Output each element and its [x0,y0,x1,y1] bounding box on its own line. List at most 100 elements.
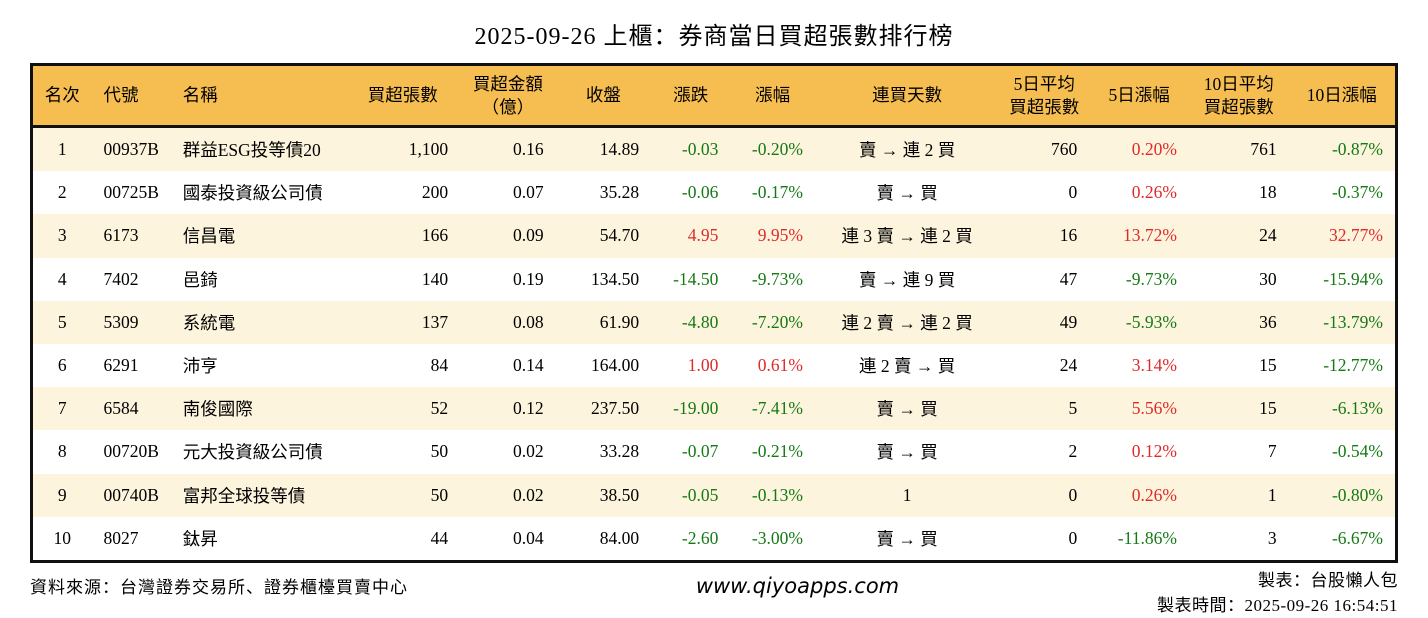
cell-net_amount: 0.16 [513,139,544,160]
table-row: 10 8027 鈦昇 44 0.04 84.00 -2.60 -3.00% 賣 → 買 0 -11.… [31,516,1397,562]
credit-block: 製表：台股懶人包 製表時間：2025-09-26 16:54:51 [1157,569,1398,618]
cell-pct10: -0.54% [1331,441,1383,462]
cell-code: 6584 [103,398,139,419]
cell-net_buy: 140 [421,268,449,289]
cell-change: -14.50 [673,268,719,289]
table-row: 8 00720B 元大投資級公司債 50 0.02 33.28 -0.07 -0.21% 賣 →… [31,430,1397,474]
header-row: 名次 代號 名稱 買超張數 買超金額 （億） 收盤 漲跌 漲幅 連買天數 5日平均 買超張數 5日漲… [31,64,1397,128]
cell-change_pct: 0.61% [757,355,803,376]
cell-pct10: -0.87% [1331,139,1383,160]
column-header-change: 漲跌 [651,64,731,128]
cell-avg10: 15 [1259,355,1277,376]
report-page: 2025-09-26 上櫃：券商當日買超張數排行榜 名次 代號 名稱 買超張數 買超金額… [30,0,1398,618]
cell-close: 134.50 [591,268,640,289]
cell-net_buy: 137 [421,311,449,332]
cell-rank: 4 [57,268,67,289]
cell-rank: 2 [57,182,67,203]
cell-name: 信昌電 [182,226,236,247]
cell-net_amount: 0.14 [513,355,544,376]
cell-pct10: -0.37% [1331,182,1383,203]
cell-pct5: 5.56% [1131,398,1177,419]
cell-avg5: 49 [1059,311,1078,332]
cell-change: -2.60 [681,527,719,548]
cell-change_pct: -0.21% [751,441,803,462]
cell-change_pct: -9.73% [751,268,803,289]
cell-close: 14.89 [599,139,640,160]
cell-change: -19.00 [673,398,719,419]
cell-code: 00720B [103,441,159,462]
cell-net_buy: 44 [430,527,449,548]
cell-net_amount: 0.07 [513,182,544,203]
page-title: 2025-09-26 上櫃：券商當日買超張數排行榜 [474,24,954,50]
cell-close: 237.50 [591,398,640,419]
made-by-label: 製表：台股懶人包 [1257,570,1398,590]
cell-streak: 1 [902,484,912,505]
cell-pct5: -5.93% [1125,311,1177,332]
cell-close: 164.00 [591,355,640,376]
column-header-code: 代號 [91,64,171,128]
cell-pct5: 13.72% [1122,225,1177,246]
cell-pct10: 32.77% [1329,225,1383,246]
cell-pct5: 0.20% [1131,139,1177,160]
cell-change: -0.03 [681,139,719,160]
cell-name: 國泰投資級公司債 [182,183,323,204]
cell-name: 群益ESG投等債20 [182,140,321,161]
cell-code: 00725B [103,182,159,203]
cell-name: 富邦全球投等債 [182,485,306,506]
cell-pct5: -9.73% [1125,268,1177,289]
cell-change_pct: -0.17% [751,182,803,203]
cell-net_buy: 166 [421,225,449,246]
cell-avg10: 18 [1259,182,1277,203]
cell-net_buy: 50 [430,441,449,462]
cell-avg5: 0 [1068,182,1078,203]
cell-name: 南俊國際 [182,399,253,420]
column-header-close: 收盤 [555,64,652,128]
table-header: 名次 代號 名稱 買超張數 買超金額 （億） 收盤 漲跌 漲幅 連買天數 5日平均 買超張數 5日漲… [31,64,1397,128]
cell-avg10: 761 [1250,139,1277,160]
cell-streak: 賣 → 連 9 買 [858,269,956,290]
cell-net_buy: 1,100 [408,139,449,160]
cell-rank: 10 [53,527,72,548]
column-header-pct10: 10日漲幅 [1288,64,1397,128]
cell-pct10: -13.79% [1323,311,1383,332]
cell-rank: 1 [57,139,67,160]
cell-net_buy: 200 [421,182,449,203]
cell-streak: 賣 → 買 [876,442,938,463]
cell-streak: 賣 → 買 [876,528,938,549]
broker-net-buy-ranking-table: 名次 代號 名稱 買超張數 買超金額 （億） 收盤 漲跌 漲幅 連買天數 5日平均 買超張數 5日漲… [30,63,1398,563]
cell-pct5: 0.26% [1131,182,1177,203]
cell-pct5: -11.86% [1117,527,1177,548]
cell-rank: 6 [57,355,67,376]
cell-code: 8027 [103,527,139,548]
cell-change: 1.00 [687,355,719,376]
cell-net_amount: 0.02 [513,484,544,505]
footer: 資料來源：台灣證券交易所、證券櫃檯買賣中心 www.qiyoapps.com 製… [30,569,1398,618]
column-header-net_amount: 買超金額 （億） [460,64,556,128]
cell-net_amount: 0.08 [513,311,544,332]
cell-avg10: 24 [1259,225,1277,246]
cell-change_pct: 9.95% [757,225,803,246]
cell-code: 6291 [103,355,139,376]
cell-code: 7402 [103,268,139,289]
cell-change_pct: -7.20% [751,311,803,332]
cell-avg5: 24 [1059,355,1078,376]
cell-avg10: 7 [1267,441,1277,462]
cell-change: 4.95 [687,225,719,246]
cell-change: -0.06 [681,182,719,203]
cell-pct10: -0.80% [1331,484,1383,505]
website-url: www.qiyoapps.com [695,573,900,598]
column-header-pct5: 5日漲幅 [1089,64,1189,128]
cell-avg10: 1 [1267,484,1277,505]
cell-change: -0.07 [681,441,719,462]
cell-close: 38.50 [599,484,640,505]
table-row: 6 6291 沛亨 84 0.14 164.00 1.00 0.61% 連 2 賣 → 買 24 3… [31,343,1397,388]
cell-name: 邑錡 [182,269,218,290]
cell-code: 00740B [103,484,159,505]
cell-net_amount: 0.12 [513,398,544,419]
cell-net_buy: 52 [430,398,449,419]
cell-code: 5309 [103,311,139,332]
cell-close: 33.28 [599,441,640,462]
cell-change_pct: -7.41% [751,398,803,419]
table-row: 7 6584 南俊國際 52 0.12 237.50 -19.00 -7.41% 賣 → 買 5 5… [31,387,1397,431]
made-time-label: 製表時間：2025-09-26 16:54:51 [1156,595,1398,615]
